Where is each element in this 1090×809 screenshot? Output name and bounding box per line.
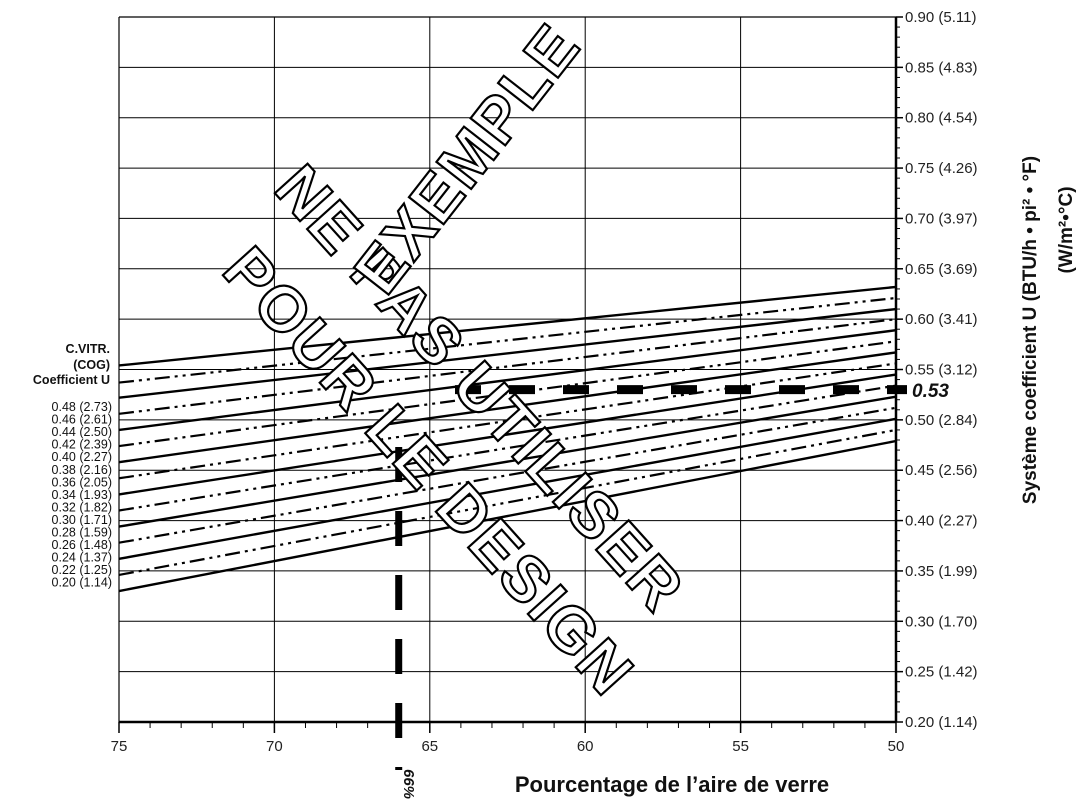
y-tick-label: 0.60 (3.41): [905, 311, 978, 328]
cog-title-2: (COG): [73, 358, 110, 372]
x-tick-label: 65: [421, 738, 438, 755]
series-label: 0.42 (2.39): [52, 438, 112, 452]
series-label: 0.28 (1.59): [52, 526, 112, 540]
y-tick-label: 0.30 (1.70): [905, 613, 978, 630]
y-tick-label: 0.80 (4.54): [905, 110, 978, 127]
y-tick-label: 0.25 (1.42): [905, 664, 978, 681]
series-line: [118, 395, 897, 528]
series-label: 0.24 (1.37): [52, 551, 112, 565]
series-line: [118, 384, 897, 512]
series-line: [118, 428, 897, 577]
series-line: [118, 362, 897, 480]
labels: Pourcentage de l’aire de verre Système c…: [33, 156, 1077, 799]
x-tick-label: 75: [111, 738, 128, 755]
series-label: 0.20 (1.14): [52, 576, 112, 590]
series-label: 0.38 (2.16): [52, 463, 112, 477]
y-tick-label: 0.40 (2.27): [905, 513, 978, 530]
series-line: [118, 285, 897, 367]
x-tick-label: 70: [266, 738, 283, 755]
y-tick-label: 0.20 (1.14): [905, 714, 978, 731]
series-line: [118, 351, 897, 464]
y-tick-label: 0.50 (2.84): [905, 412, 978, 429]
y-tick-label: 0.35 (1.99): [905, 563, 978, 580]
series-line: [118, 406, 897, 544]
grid: [118, 16, 897, 723]
x-tick-label: 55: [732, 738, 749, 755]
y-tick-label: 0.70 (3.97): [905, 210, 978, 227]
series-line: [118, 439, 897, 593]
watermark: NE PAS UTILISER POUR LE DESIGN EXEMPLE: [208, 9, 699, 710]
series-label: 0.46 (2.61): [52, 413, 112, 427]
series-line: [118, 318, 897, 415]
series-label: 0.36 (2.05): [52, 475, 112, 489]
series-line: [118, 307, 897, 399]
y-tick-label: 0.65 (3.69): [905, 261, 978, 278]
series-line: [118, 340, 897, 448]
reference-u-label: 0.53: [912, 381, 949, 402]
reference-glass-label: 66%: [400, 769, 417, 799]
y-axis-label: Système coefficient U (BTU/h • pi² • °F): [1020, 156, 1041, 504]
axes: 0.90 (5.11) 0.85 (4.83) 0.80 (4.54) 0.75 (4…: [111, 9, 978, 755]
series-line: [118, 329, 897, 432]
cog-title-1: C.VITR.: [66, 342, 110, 356]
y-tick-label: 0.85 (4.83): [905, 59, 978, 76]
series-label: 0.34 (1.93): [52, 488, 112, 502]
y-tick-label: 0.75 (4.26): [905, 160, 978, 177]
series-label: 0.32 (1.82): [52, 500, 112, 514]
x-tick-label: 60: [577, 738, 594, 755]
y-axis-label-si: (W/m²•°C): [1056, 186, 1077, 273]
series-label: 0.44 (2.50): [52, 425, 112, 439]
series-label: 0.48 (2.73): [52, 400, 112, 414]
watermark-text-3: EXEMPLE: [340, 10, 594, 306]
series-label: 0.30 (1.71): [52, 513, 112, 527]
reference-lines: [395, 385, 907, 770]
series-label: 0.22 (1.25): [52, 563, 112, 577]
series-line: [118, 296, 897, 384]
cog-lines: 0.48 (2.73)0.46 (2.61)0.44 (2.50)0.42 (2…: [52, 285, 897, 593]
y-tick-label: 0.45 (2.56): [905, 462, 978, 479]
series-line: [118, 373, 897, 496]
series-line: [118, 417, 897, 561]
y-tick-label: 0.90 (5.11): [905, 9, 976, 26]
x-tick-label: 50: [888, 738, 905, 755]
y-tick-label: 0.55 (3.12): [905, 362, 978, 379]
cog-title-3: Coefficient U: [33, 373, 110, 387]
series-label: 0.26 (1.48): [52, 538, 112, 552]
series-label: 0.40 (2.27): [52, 450, 112, 464]
x-axis-label: Pourcentage de l’aire de verre: [515, 772, 829, 797]
